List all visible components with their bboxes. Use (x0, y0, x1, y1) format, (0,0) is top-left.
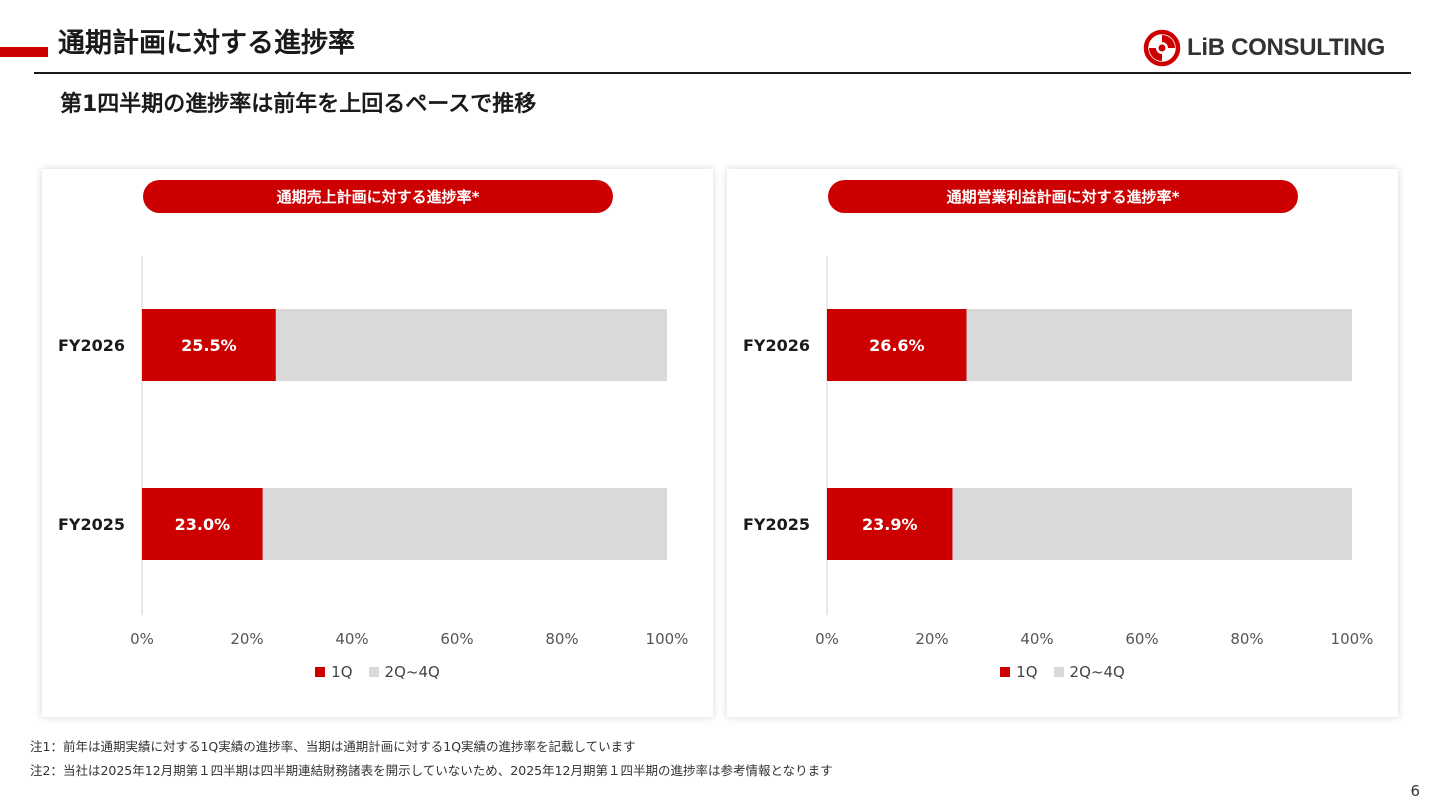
x-tick-label: 60% (440, 630, 473, 648)
slide-subtitle: 第1四半期の進捗率は前年を上回るペースで推移 (60, 92, 537, 117)
legend-item-2q-4q: 2Q~4Q (1053, 663, 1125, 681)
category-label-fy2025: FY2025 (743, 515, 810, 534)
logo-text: LiB CONSULTING (1187, 34, 1386, 61)
sales-progress-panel: 通期売上計画に対する進捗率* 25.5% FY2026 23.0% FY2025 0% 2… (42, 169, 713, 717)
panel-title: 通期売上計画に対する進捗率* (143, 180, 613, 213)
x-tick-label: 100% (646, 630, 689, 648)
x-tick-label: 20% (230, 630, 263, 648)
page-title: 通期計画に対する進捗率 (58, 28, 355, 59)
data-label-fy2025: 23.0% (175, 515, 231, 534)
legend-label-1q: 1Q (331, 663, 353, 681)
legend-swatch-2q-4q (1053, 667, 1064, 677)
bar-2q-4q-fy2025 (262, 488, 667, 560)
category-label-fy2026: FY2026 (58, 336, 125, 355)
x-tick-label: 0% (130, 630, 154, 648)
bar-1q-fy2025 (827, 488, 953, 560)
footnote-2: 注2：当社は2025年12月期第１四半期は四半期連結財務諸表を開示していないため… (30, 763, 833, 778)
legend-label-2q-4q: 2Q~4Q (1069, 663, 1125, 681)
panel-title: 通期営業利益計画に対する進捗率* (828, 180, 1298, 213)
legend-swatch-1q (315, 667, 326, 677)
chart-legend: 1Q 2Q~4Q (727, 663, 1398, 681)
company-logo: LiB CONSULTING (1143, 28, 1385, 68)
legend-swatch-1q (1000, 667, 1011, 677)
bar-1q-fy2026 (142, 309, 276, 381)
x-tick-label: 100% (1331, 630, 1374, 648)
category-label-fy2025: FY2025 (58, 515, 125, 534)
legend-swatch-2q-4q (368, 667, 379, 677)
x-tick-label: 60% (1125, 630, 1158, 648)
x-tick-label: 40% (335, 630, 368, 648)
legend-item-1q: 1Q (315, 663, 353, 681)
bar-2q-4q-fy2026 (966, 309, 1352, 381)
data-label-fy2025: 23.9% (862, 515, 918, 534)
page-number: 6 (1410, 782, 1420, 800)
legend-label-2q-4q: 2Q~4Q (384, 663, 440, 681)
legend-item-2q-4q: 2Q~4Q (368, 663, 440, 681)
operating-profit-progress-panel: 通期営業利益計画に対する進捗率* 26.6% FY2026 23.9% FY2025 0… (727, 169, 1398, 717)
x-tick-label: 80% (1230, 630, 1263, 648)
header-divider (34, 72, 1411, 74)
x-tick-label: 0% (815, 630, 839, 648)
data-label-fy2026: 25.5% (181, 336, 237, 355)
logo-swirl-icon (1143, 29, 1181, 67)
bar-2q-4q-fy2026 (275, 309, 667, 381)
bar-1q-fy2026 (827, 309, 967, 381)
category-label-fy2026: FY2026 (743, 336, 810, 355)
sales-progress-chart: 25.5% FY2026 23.0% FY2025 0% 20% 40% 60% 80% 100% (58, 256, 689, 648)
bar-2q-4q-fy2025 (952, 488, 1352, 560)
footnote-1: 注1：前年は通期実績に対する1Q実績の進捗率、当期は通期計画に対する1Q実績の進… (30, 739, 636, 754)
x-tick-label: 80% (545, 630, 578, 648)
x-tick-label: 40% (1020, 630, 1053, 648)
legend-item-1q: 1Q (1000, 663, 1038, 681)
x-tick-label: 20% (915, 630, 948, 648)
bar-1q-fy2025 (142, 488, 263, 560)
legend-label-1q: 1Q (1016, 663, 1038, 681)
data-label-fy2026: 26.6% (869, 336, 925, 355)
title-accent-bar (0, 47, 48, 57)
chart-legend: 1Q 2Q~4Q (42, 663, 713, 681)
operating-profit-progress-chart: 26.6% FY2026 23.9% FY2025 0% 20% 40% 60% 80% 100% (743, 256, 1374, 648)
